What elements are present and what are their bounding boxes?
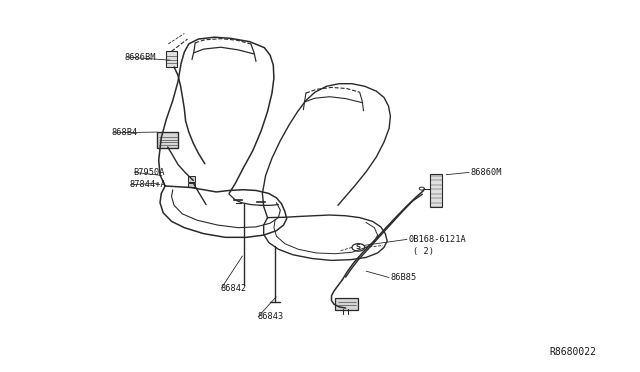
FancyBboxPatch shape: [157, 132, 178, 148]
Bar: [188, 176, 195, 182]
Text: 8686BM: 8686BM: [125, 53, 156, 62]
Text: R8680022: R8680022: [549, 347, 596, 356]
Bar: [430, 174, 442, 207]
Text: 86842: 86842: [221, 284, 247, 293]
Text: 86860M: 86860M: [470, 169, 502, 177]
Text: 86843: 86843: [257, 312, 284, 321]
Bar: [166, 51, 177, 67]
Text: 868B4: 868B4: [112, 128, 138, 137]
Text: ( 2): ( 2): [413, 247, 434, 256]
Text: 0B168-6121A: 0B168-6121A: [408, 235, 466, 244]
Text: 86B85: 86B85: [390, 273, 417, 282]
Text: 87844+A: 87844+A: [129, 180, 166, 189]
Text: B7950A: B7950A: [133, 169, 164, 177]
Text: S: S: [356, 244, 361, 250]
FancyBboxPatch shape: [335, 298, 358, 310]
Bar: [188, 183, 195, 187]
